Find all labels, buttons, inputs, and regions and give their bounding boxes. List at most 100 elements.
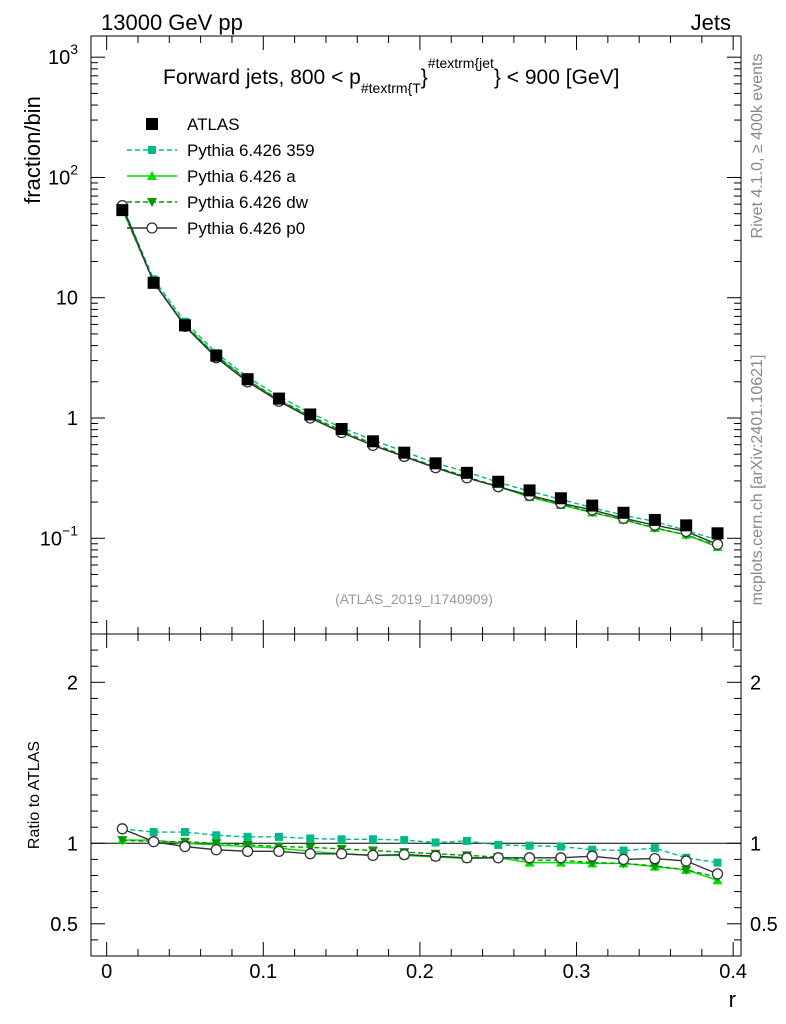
y-tick-label-main: 10−1 — [40, 522, 78, 550]
point-ratio-pythia-6-426-359 — [431, 838, 440, 847]
point-main-atlas — [648, 513, 661, 526]
point-main-atlas — [335, 423, 348, 436]
point-main-atlas — [554, 492, 567, 505]
line-ratio-pythia-6-426-dw — [122, 839, 718, 878]
legend-marker-pythia-6-426-359 — [148, 146, 156, 154]
legend-label-pythia-6-426-dw: Pythia 6.426 dw — [187, 193, 309, 212]
y-tick-label-main: 103 — [48, 41, 78, 69]
plot-title-brace-2: } — [494, 66, 507, 89]
point-ratio-pythia-6-426-359 — [400, 836, 409, 845]
point-ratio-pythia-6-426-p0 — [398, 848, 410, 861]
plot-title-superscript: #textrm{jet — [428, 55, 494, 71]
legend-marker-pythia-6-426-p0 — [146, 222, 158, 234]
point-ratio-pythia-6-426-359 — [368, 835, 377, 844]
rivet-label: Rivet 4.1.0, ≥ 400k events — [749, 54, 766, 239]
legend-label-atlas: ATLAS — [187, 115, 240, 134]
point-ratio-pythia-6-426-359 — [462, 836, 471, 845]
point-ratio-pythia-6-426-p0 — [586, 850, 598, 862]
x-tick-label: 0.1 — [249, 961, 277, 983]
line-main-pythia-6-426-a — [121, 208, 718, 548]
point-main-atlas — [680, 519, 693, 532]
point-ratio-pythia-6-426-359 — [556, 842, 565, 851]
point-main-atlas — [304, 408, 317, 421]
point-ratio-pythia-6-426-p0 — [335, 848, 348, 860]
line-ratio-pythia-6-426-359 — [122, 828, 718, 864]
point-ratio-pythia-6-426-359 — [650, 844, 659, 853]
point-ratio-pythia-6-426-dw — [211, 839, 222, 849]
x-axis-label: r — [729, 987, 736, 1012]
plot-title-brace: } — [421, 66, 428, 89]
point-ratio-pythia-6-426-dw — [649, 861, 660, 871]
point-ratio-pythia-6-426-p0 — [711, 868, 724, 880]
y-tick-label-ratio: 0.5 — [50, 914, 78, 936]
point-ratio-pythia-6-426-359 — [306, 834, 315, 843]
point-ratio-pythia-6-426-359 — [149, 828, 158, 837]
point-ratio-pythia-6-426-359 — [180, 828, 189, 837]
point-ratio-pythia-6-426-dw — [117, 836, 128, 846]
point-ratio-pythia-6-426-dw — [242, 840, 253, 850]
point-ratio-pythia-6-426-p0 — [555, 852, 567, 864]
point-ratio-pythia-6-426-359 — [494, 840, 503, 849]
plot-title-tail: < 900 [GeV] — [507, 66, 620, 89]
point-main-atlas — [586, 499, 599, 512]
point-ratio-pythia-6-426-dw — [305, 843, 316, 853]
point-ratio-pythia-6-426-p0 — [649, 852, 661, 865]
point-main-atlas — [272, 392, 285, 405]
x-tick-label: 0.4 — [719, 961, 747, 983]
y-tick-label-main: 10 — [56, 288, 78, 310]
legend-label-pythia-6-426-p0: Pythia 6.426 p0 — [187, 219, 305, 238]
point-main-atlas — [241, 373, 254, 386]
line-main-pythia-6-426-359 — [121, 205, 718, 541]
y-tick-label-ratio-right: 2 — [750, 672, 761, 694]
point-main-atlas — [366, 435, 379, 448]
point-ratio-pythia-6-426-p0 — [367, 849, 379, 862]
x-tick-label: 0.3 — [563, 961, 591, 983]
point-ratio-pythia-6-426-p0 — [429, 850, 442, 862]
legend-marker-atlas — [146, 118, 158, 130]
line-main-pythia-6-426-p0 — [121, 205, 718, 545]
point-ratio-pythia-6-426-p0 — [617, 853, 630, 866]
point-ratio-pythia-6-426-p0 — [273, 845, 285, 857]
point-ratio-pythia-6-426-359 — [619, 846, 628, 855]
y-tick-label-ratio: 2 — [67, 672, 78, 694]
plot-title-subscript: #textrm{T — [361, 80, 421, 96]
point-ratio-pythia-6-426-dw — [681, 865, 692, 875]
point-main-atlas — [523, 484, 536, 497]
point-ratio-pythia-6-426-p0 — [492, 852, 504, 864]
point-main-atlas — [617, 506, 630, 519]
point-main-atlas — [210, 349, 223, 362]
point-main-pythia-6-426-p0 — [711, 538, 724, 550]
point-ratio-pythia-6-426-p0 — [304, 848, 316, 860]
analysis-id: (ATLAS_2019_I1740909) — [335, 591, 493, 607]
point-ratio-pythia-6-426-359 — [713, 858, 722, 867]
line-main-pythia-6-426-dw — [121, 208, 718, 547]
y-tick-label-ratio-right: 0.5 — [750, 914, 778, 936]
ratio-plot-frame — [90, 633, 742, 957]
point-ratio-pythia-6-426-p0 — [523, 852, 536, 864]
legend-label-pythia-6-426-359: Pythia 6.426 359 — [187, 141, 315, 160]
y-tick-label-ratio: 1 — [67, 833, 78, 855]
point-main-atlas — [178, 319, 191, 332]
point-main-atlas — [116, 204, 129, 217]
plot-title: Forward jets, 800 < p#textrm{T}#textrm{j… — [163, 55, 619, 96]
y-axis-label-ratio: Ratio to ATLAS — [26, 741, 43, 849]
x-tick-label: 0.2 — [406, 961, 434, 983]
y-axis-label-main: fraction/bin — [20, 96, 45, 204]
point-ratio-pythia-6-426-359 — [274, 832, 283, 841]
legend-marker-pythia-6-426-dw — [147, 198, 157, 207]
header-collision-label: 13000 GeV pp — [101, 10, 243, 35]
point-ratio-pythia-6-426-359 — [212, 831, 221, 840]
point-ratio-pythia-6-426-359 — [243, 832, 252, 841]
y-tick-label-main: 1 — [67, 408, 78, 430]
mcplots-label: mcplots.cern.ch [arXiv:2401.10621] — [749, 355, 766, 606]
point-ratio-pythia-6-426-p0 — [148, 836, 160, 848]
point-ratio-pythia-6-426-p0 — [210, 844, 222, 856]
legend-marker-pythia-6-426-a — [147, 171, 157, 180]
plot-title-main: Forward jets, 800 < p — [163, 66, 361, 89]
point-ratio-pythia-6-426-p0 — [116, 823, 128, 835]
point-main-atlas — [460, 466, 473, 479]
point-main-atlas — [147, 276, 160, 289]
point-main-atlas — [711, 527, 724, 540]
point-ratio-pythia-6-426-359 — [525, 841, 534, 850]
